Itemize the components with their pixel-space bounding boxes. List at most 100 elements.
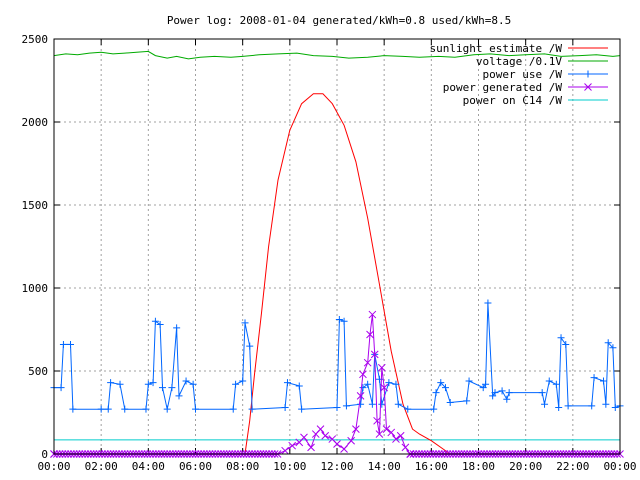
x-tick-label: 16:00: [415, 460, 448, 473]
series-2-point: [342, 402, 350, 410]
series-3-point: [373, 416, 381, 425]
series-2-point: [378, 400, 386, 408]
series-2-point: [57, 384, 65, 392]
series-2-point: [588, 402, 596, 410]
series-2-point: [446, 399, 454, 407]
series-2-point: [482, 380, 490, 388]
series-2-point: [590, 374, 598, 382]
series-2-point: [107, 379, 115, 387]
series-3-point: [356, 392, 365, 400]
grid: [54, 39, 620, 454]
series-2-point: [69, 405, 77, 413]
series-2-point: [604, 339, 612, 347]
series-2-point: [232, 380, 240, 388]
series-3-point: [368, 310, 377, 319]
x-tick-label: 10:00: [273, 460, 306, 473]
series-2-point: [545, 377, 553, 385]
legend-item: power on C14 /W: [463, 94, 608, 107]
series-2-point: [503, 395, 511, 403]
series-2-point: [156, 321, 164, 329]
legend-marker: [584, 70, 592, 78]
series-2-point: [333, 404, 341, 412]
series-2-point: [175, 392, 183, 400]
y-tick-label: 1000: [22, 282, 49, 295]
series-2-point: [59, 340, 67, 348]
series-3-point: [387, 428, 396, 437]
series-2-point: [557, 334, 565, 342]
series-2-point: [491, 389, 499, 397]
series-3-point: [363, 358, 372, 367]
series-1-group: [53, 50, 621, 60]
series-2-point: [505, 389, 513, 397]
x-tick-label: 12:00: [320, 460, 353, 473]
series-2-point: [104, 405, 112, 413]
series-2-point: [432, 389, 440, 397]
series-2-point: [394, 400, 402, 408]
y-tick-label: 1500: [22, 199, 49, 212]
series-3-point: [392, 435, 400, 443]
x-tick-label: 04:00: [132, 460, 165, 473]
series-2-point: [498, 387, 506, 395]
series-3-point: [359, 370, 367, 379]
plot-border: [53, 38, 621, 455]
legend-label: power generated /W: [443, 81, 563, 94]
series-3-point: [370, 350, 379, 359]
series-2-point: [158, 384, 166, 392]
y-tick-label: 2500: [22, 33, 49, 46]
series-3-point: [300, 433, 308, 442]
series-2-point: [340, 317, 348, 325]
series-2-group: [50, 299, 624, 413]
series-2-point: [241, 319, 249, 327]
series-3-point: [321, 431, 330, 440]
series-2-point: [404, 405, 412, 413]
series-2-point: [463, 397, 471, 405]
series-3-point: [401, 443, 410, 452]
series-2-point: [611, 404, 619, 412]
series-1-line: [53, 50, 621, 60]
series-0-line: [54, 93, 620, 455]
series-3-point: [307, 443, 315, 452]
series-2-point: [189, 380, 197, 388]
series-2-point: [602, 400, 610, 408]
y-tick-label: 500: [28, 365, 48, 378]
series-2-point: [538, 389, 546, 397]
series-2-point: [295, 382, 303, 390]
series-2-point: [149, 379, 157, 387]
x-tick-label: 14:00: [368, 460, 401, 473]
series-3-point: [340, 445, 348, 453]
legend-label: power use /W: [483, 68, 563, 81]
series-2-point: [281, 404, 289, 412]
series-2-point: [555, 404, 563, 412]
x-tick-label: 08:00: [226, 460, 259, 473]
series-2-point: [430, 405, 438, 413]
series-2-point: [437, 379, 445, 387]
y-tick-label: 2000: [22, 116, 49, 129]
series-2-point: [541, 400, 549, 408]
series-2-point: [552, 380, 560, 388]
series-2-point: [67, 340, 75, 348]
series-2-point: [151, 317, 159, 325]
series-2-point: [484, 299, 492, 307]
legend-label: voltage /0.1V: [476, 55, 562, 68]
y-tick-label: 0: [41, 448, 48, 461]
series-2-point: [298, 405, 306, 413]
series-2-point: [335, 316, 343, 324]
series-3-point: [352, 425, 360, 433]
series-3-point: [377, 363, 386, 372]
series-2-point: [97, 405, 105, 413]
series-2-point: [609, 344, 617, 352]
series-2-point: [142, 405, 150, 413]
x-tick-label: 02:00: [85, 460, 118, 473]
series-3-point: [281, 446, 289, 455]
x-tick-label: 22:00: [556, 460, 589, 473]
series-2-point: [283, 379, 291, 387]
legend-item: power use /W: [483, 68, 608, 81]
series-2-point: [465, 377, 473, 385]
series-2-point: [599, 377, 607, 385]
series-3-point: [382, 425, 391, 433]
series-2-point: [392, 380, 400, 388]
x-tick-label: 18:00: [462, 460, 495, 473]
series-3-point: [375, 430, 384, 438]
